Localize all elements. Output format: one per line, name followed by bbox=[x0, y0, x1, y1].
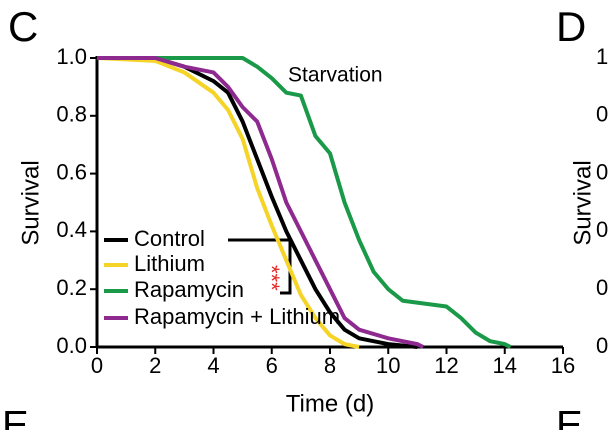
annotation: Starvation bbox=[288, 64, 383, 87]
legend-label: Rapamycin + Lithium bbox=[134, 304, 340, 329]
x-tick-label: 4 bbox=[207, 353, 219, 378]
x-axis-label: Time (d) bbox=[286, 390, 374, 417]
next-panel-letter: E bbox=[556, 404, 583, 430]
side-panel-letter: D bbox=[556, 3, 586, 50]
series-line bbox=[97, 56, 418, 349]
side-tick-label: 0 bbox=[596, 159, 608, 184]
x-tick-label: 10 bbox=[376, 353, 400, 378]
y-tick-label: 0.4 bbox=[56, 217, 87, 242]
series-line bbox=[97, 56, 512, 349]
series-line bbox=[96, 56, 360, 349]
y-axis-label: Survival bbox=[17, 160, 44, 245]
x-tick-label: 12 bbox=[434, 353, 458, 378]
x-tick-label: 16 bbox=[551, 353, 575, 378]
series-line bbox=[97, 56, 425, 349]
y-tick-label: 0.2 bbox=[56, 275, 87, 300]
y-tick-label: 1.0 bbox=[56, 44, 87, 69]
significance: *** bbox=[259, 265, 284, 291]
side-tick-label: 0 bbox=[596, 333, 608, 358]
side-tick-label: 1 bbox=[596, 44, 608, 69]
x-tick-label: 14 bbox=[493, 353, 517, 378]
x-tick-label: 6 bbox=[266, 353, 278, 378]
side-y-label: Survival bbox=[569, 160, 596, 245]
side-tick-label: 0 bbox=[596, 102, 608, 127]
side-tick-label: 0 bbox=[596, 275, 608, 300]
legend-label: Rapamycin bbox=[134, 277, 244, 302]
side-tick-label: 0 bbox=[596, 217, 608, 242]
x-tick-label: 0 bbox=[91, 353, 103, 378]
panel-letter: C bbox=[8, 3, 38, 50]
next-panel-letter: E bbox=[2, 404, 29, 430]
x-tick-label: 2 bbox=[149, 353, 161, 378]
legend-label: Lithium bbox=[134, 251, 205, 276]
y-tick-label: 0.8 bbox=[56, 102, 87, 127]
x-tick-label: 8 bbox=[324, 353, 336, 378]
y-tick-label: 0.0 bbox=[56, 333, 87, 358]
legend-label: Control bbox=[134, 226, 205, 251]
y-tick-label: 0.6 bbox=[56, 159, 87, 184]
